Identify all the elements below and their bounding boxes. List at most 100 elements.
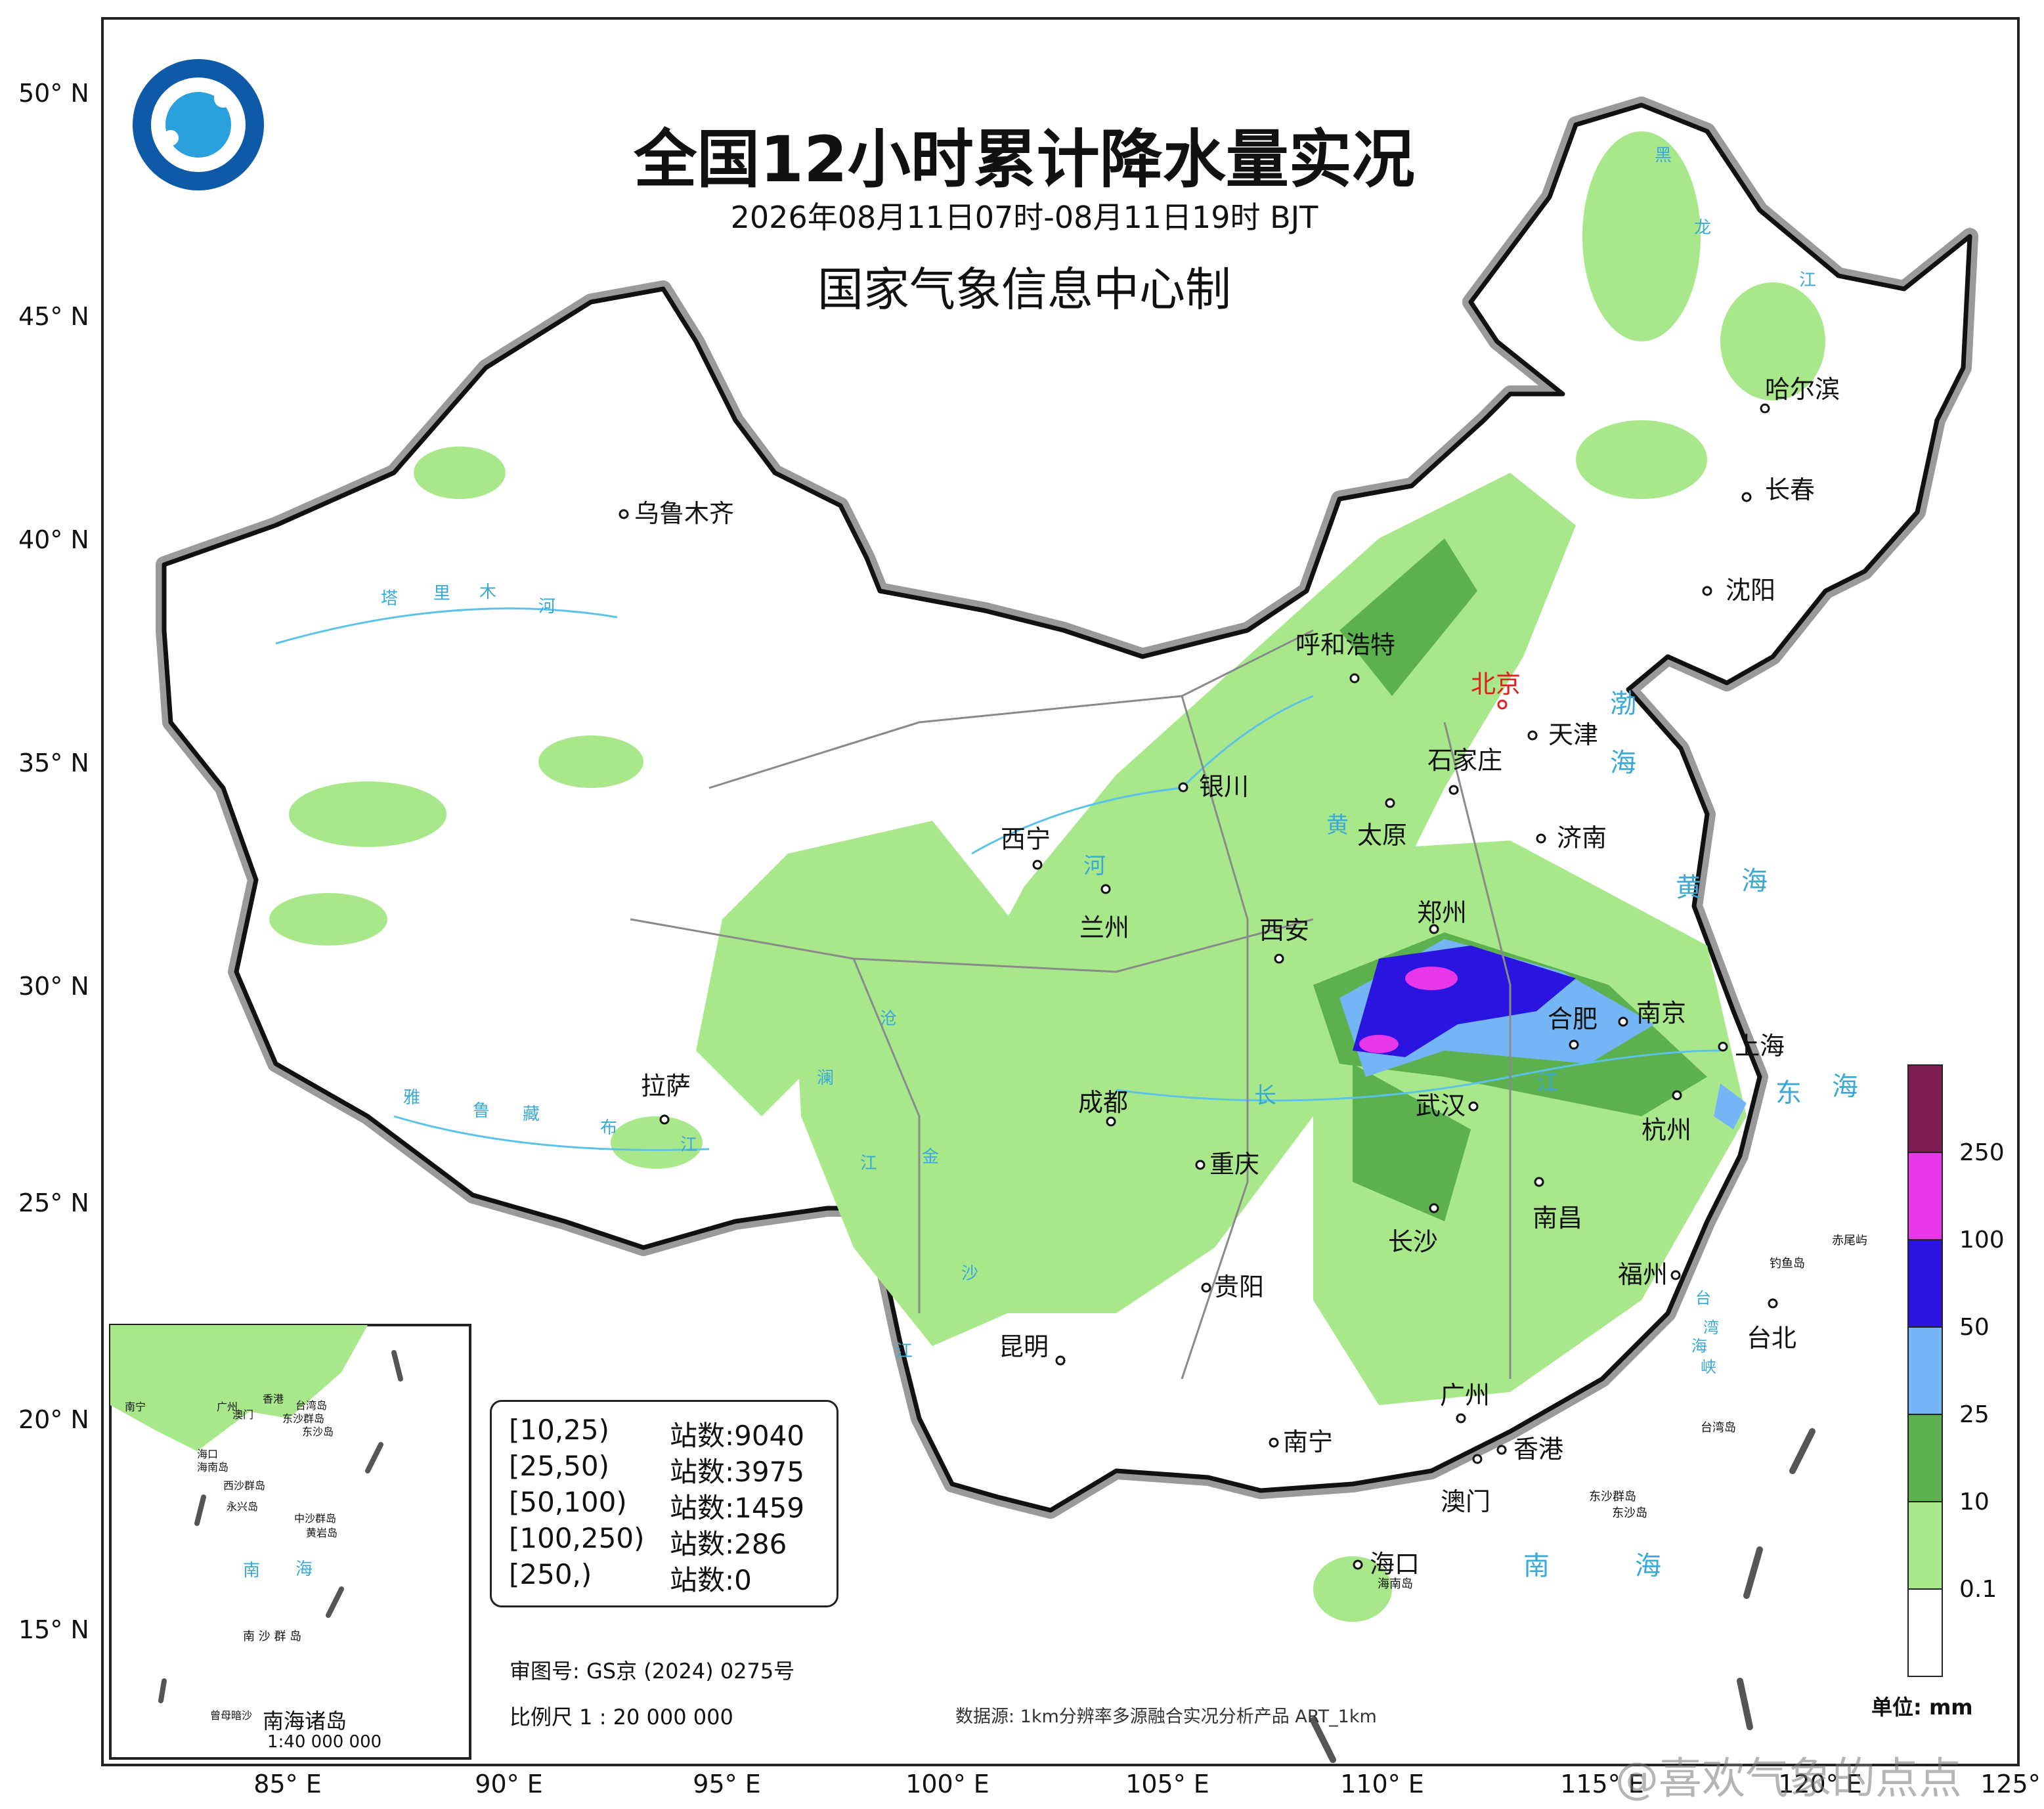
city-marker — [1385, 798, 1395, 808]
water-label: 长 — [1254, 1083, 1276, 1109]
lat-label: 15° N — [18, 1615, 89, 1644]
map-scale: 比例尺 1 : 20 000 000 — [510, 1705, 733, 1730]
city-marker — [1349, 673, 1360, 684]
water-label: 藏 — [523, 1104, 540, 1124]
time-range: 2026年08月11日07时-08月11日19时 BJT — [730, 200, 1318, 235]
nine-dash-line — [1310, 1428, 1816, 1763]
lon-label: 125° E — [1980, 1770, 2044, 1798]
city-marker — [1429, 1203, 1439, 1213]
station-stats-box: [10,25) 站数:9040 [25,50) 站数:3975 [50,100)… — [490, 1400, 838, 1607]
water-label: 渤 — [1610, 689, 1636, 719]
map-title: 全国12小时累计降水量实况 — [634, 123, 1415, 196]
province-borders — [630, 629, 1511, 1380]
water-label: 海 — [1832, 1072, 1858, 1102]
legend-colorbar: 250 100 50 25 10 0.1 — [1907, 1064, 2005, 1677]
city-label: 呼和浩特 — [1295, 630, 1395, 659]
city-label: 合肥 — [1548, 1005, 1598, 1034]
water-label: 海 — [1741, 866, 1768, 896]
lat-label: 50° N — [18, 79, 89, 108]
stat-range: [10,25) — [509, 1414, 610, 1446]
city-marker — [1269, 1437, 1279, 1448]
island-label: 赤尾屿 — [1832, 1234, 1867, 1248]
inset-place-label: 曾母暗沙 — [210, 1709, 252, 1722]
water-label: 黄 — [1326, 812, 1349, 839]
water-label: 澜 — [817, 1068, 834, 1088]
city-label: 重庆 — [1209, 1150, 1259, 1179]
lon-label: 95° E — [693, 1770, 760, 1798]
stat-count: 站数:0 — [670, 1564, 752, 1596]
legend-swatch — [1907, 1064, 1943, 1153]
water-label: 黑 — [1655, 146, 1672, 165]
city-marker — [1718, 1041, 1728, 1052]
lat-label: 25° N — [18, 1188, 89, 1217]
city-marker — [1055, 1355, 1066, 1366]
water-label: 南 — [1523, 1551, 1550, 1581]
city-marker — [1527, 730, 1538, 741]
lat-label: 40° N — [18, 525, 89, 554]
rain-light — [269, 131, 1825, 1622]
stat-range: [250,) — [509, 1558, 592, 1590]
legend-tick: 100 — [1959, 1227, 2005, 1253]
water-label: 雅 — [403, 1088, 420, 1108]
inset-place-label: 东沙群岛 — [282, 1412, 324, 1425]
city-label: 郑州 — [1417, 898, 1467, 927]
cma-logo — [133, 59, 264, 190]
city-marker — [1195, 1160, 1206, 1170]
rain-extreme — [1359, 967, 1458, 1053]
water-label: 湾 — [1703, 1319, 1719, 1337]
city-label: 澳门 — [1441, 1487, 1490, 1516]
lat-label: 20° N — [18, 1405, 89, 1434]
inset-place-label: 台湾岛 — [295, 1399, 327, 1412]
city-marker — [1456, 1413, 1466, 1424]
water-label: 里 — [433, 584, 450, 603]
city-label: 沈阳 — [1726, 576, 1775, 605]
legend-tick: 0.1 — [1959, 1576, 1997, 1603]
city-label: 北京 — [1471, 670, 1521, 699]
city-label: 哈尔滨 — [1765, 375, 1840, 404]
stat-count: 站数:3975 — [670, 1456, 805, 1488]
city-label: 上海 — [1735, 1032, 1785, 1060]
water-label: 海 — [1691, 1337, 1707, 1355]
water-label: 鲁 — [473, 1101, 490, 1121]
city-marker — [1741, 492, 1752, 502]
legend-swatch — [1907, 1414, 1943, 1502]
stat-range: [50,100) — [509, 1486, 627, 1518]
inset-place-label: 黄岩岛 — [306, 1527, 337, 1539]
city-label: 南宁 — [1283, 1428, 1333, 1456]
city-label: 乌鲁木齐 — [634, 499, 734, 528]
stat-count: 站数:286 — [670, 1528, 787, 1560]
city-marker — [1201, 1282, 1211, 1293]
city-marker — [1672, 1090, 1682, 1101]
lon-axis: 85° E 90° E 95° E 100° E 105° E 110° E 115° E 1… — [253, 1770, 2044, 1798]
inset-scale: 1:40 000 000 — [267, 1732, 382, 1752]
city-label: 杭州 — [1642, 1116, 1691, 1144]
city-marker — [1768, 1298, 1778, 1309]
city-label: 太原 — [1357, 821, 1407, 850]
island-label: 钓鱼岛 — [1770, 1257, 1805, 1271]
city-label: 南京 — [1636, 999, 1686, 1028]
inset-place-label: 中沙群岛 — [294, 1512, 336, 1525]
city-label: 兰州 — [1079, 913, 1129, 942]
city-label: 南昌 — [1533, 1204, 1582, 1232]
city-marker — [1178, 782, 1188, 793]
city-label: 长春 — [1765, 475, 1815, 504]
city-marker — [1106, 1116, 1116, 1127]
lon-label: 120° E — [1778, 1770, 1862, 1798]
water-label: 海 — [1635, 1551, 1661, 1581]
water-label: 江 — [1799, 271, 1816, 290]
lon-label: 105° E — [1125, 1770, 1209, 1798]
inset-place-label: 海口 — [197, 1448, 218, 1460]
lon-label: 90° E — [475, 1770, 542, 1798]
city-label: 成都 — [1078, 1088, 1128, 1117]
city-label: 台北 — [1747, 1324, 1796, 1353]
city-marker — [1760, 403, 1770, 414]
city-label: 石家庄 — [1427, 746, 1502, 775]
island-label: 东沙群岛 — [1589, 1490, 1636, 1504]
inset-place-label: 西沙群岛 — [223, 1479, 265, 1492]
city-label: 西安 — [1259, 916, 1309, 945]
water-label: 布 — [600, 1118, 617, 1138]
island-label: 海南岛 — [1378, 1577, 1413, 1591]
rivers — [275, 607, 1721, 1151]
